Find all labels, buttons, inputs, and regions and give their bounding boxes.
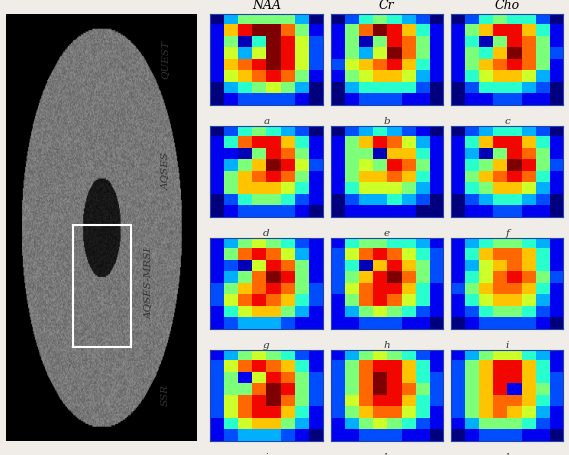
Text: e: e — [384, 229, 390, 238]
Text: j: j — [265, 453, 268, 455]
Text: f: f — [505, 229, 509, 238]
Title: Cho: Cho — [494, 0, 519, 12]
Text: h: h — [384, 341, 390, 350]
Text: b: b — [384, 117, 390, 126]
Text: AQSES-MRSI: AQSES-MRSI — [144, 248, 153, 319]
Text: a: a — [263, 117, 270, 126]
Text: g: g — [263, 341, 270, 350]
Text: AQSES: AQSES — [160, 152, 170, 191]
Text: d: d — [263, 229, 270, 238]
Title: Cr: Cr — [379, 0, 394, 12]
Text: k: k — [384, 453, 390, 455]
Text: SSR: SSR — [160, 384, 170, 406]
Text: i: i — [505, 341, 509, 350]
Title: NAA: NAA — [252, 0, 281, 12]
Text: l: l — [505, 453, 509, 455]
Text: QUEST: QUEST — [160, 40, 170, 79]
Text: c: c — [504, 117, 510, 126]
Bar — [73, 225, 130, 347]
